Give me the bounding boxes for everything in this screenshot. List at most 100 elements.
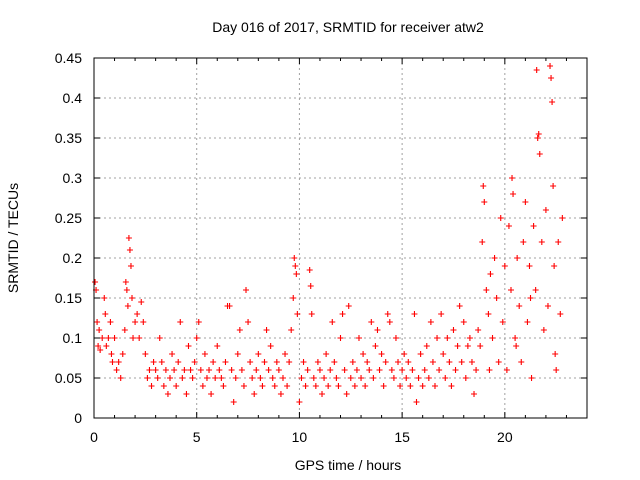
data-point <box>230 399 237 405</box>
data-point <box>201 351 208 357</box>
data-point <box>294 311 301 317</box>
data-point <box>323 351 330 357</box>
data-point <box>123 287 130 293</box>
data-point <box>532 287 539 293</box>
data-point <box>181 367 188 373</box>
data-point <box>429 359 436 365</box>
x-tick-label: 15 <box>394 429 410 445</box>
data-point <box>413 399 420 405</box>
data-point <box>479 239 486 245</box>
data-point <box>512 335 519 341</box>
data-point <box>187 367 194 373</box>
x-tick-label: 10 <box>292 429 308 445</box>
data-point <box>111 335 118 341</box>
y-tick-label: 0.3 <box>63 170 83 186</box>
data-point <box>103 343 110 349</box>
data-point <box>540 327 547 333</box>
data-point <box>325 383 332 389</box>
data-point <box>195 319 202 325</box>
data-point <box>298 375 305 381</box>
data-point <box>384 311 391 317</box>
data-point <box>177 319 184 325</box>
data-point <box>524 319 531 325</box>
data-point <box>183 391 190 397</box>
data-point <box>436 367 443 373</box>
data-point <box>493 295 500 301</box>
data-point <box>286 359 293 365</box>
data-point <box>273 359 280 365</box>
data-point <box>97 347 104 353</box>
data-point <box>302 383 309 389</box>
data-point <box>378 351 385 357</box>
data-point <box>257 375 264 381</box>
data-point <box>277 391 284 397</box>
data-point <box>376 367 383 373</box>
data-point <box>374 327 381 333</box>
data-point <box>483 287 490 293</box>
data-point <box>395 359 402 365</box>
data-point <box>446 359 453 365</box>
data-point <box>559 215 566 221</box>
data-point <box>146 367 153 373</box>
data-points <box>92 63 566 405</box>
data-point <box>501 263 508 269</box>
data-point <box>440 351 447 357</box>
data-point <box>510 191 517 197</box>
data-point <box>288 327 295 333</box>
x-axis-label: GPS time / hours <box>295 457 402 473</box>
data-point <box>454 343 461 349</box>
data-point <box>552 351 559 357</box>
data-point <box>238 367 245 373</box>
data-point <box>228 367 235 373</box>
data-point <box>419 383 426 389</box>
data-point <box>130 335 137 341</box>
data-point <box>368 319 375 325</box>
data-point <box>372 343 379 349</box>
data-point <box>125 235 132 241</box>
data-point <box>150 359 157 365</box>
data-point <box>475 327 482 333</box>
plot-frame <box>93 57 588 419</box>
data-point <box>94 319 101 325</box>
data-point <box>284 383 291 389</box>
data-point <box>129 295 136 301</box>
data-point <box>527 295 534 301</box>
data-point <box>101 295 108 301</box>
data-point <box>382 359 389 365</box>
data-point <box>160 383 167 389</box>
x-tick-label: 20 <box>497 429 513 445</box>
data-point <box>347 375 354 381</box>
data-point <box>462 375 469 381</box>
data-point <box>296 399 303 405</box>
data-point <box>210 359 217 365</box>
data-point <box>358 375 365 381</box>
data-point <box>304 367 311 373</box>
data-point <box>452 367 459 373</box>
data-point <box>319 391 326 397</box>
data-point <box>329 319 336 325</box>
data-point <box>364 359 371 365</box>
data-point <box>234 351 241 357</box>
axis-ticks <box>93 57 587 419</box>
data-point <box>557 311 564 317</box>
data-point <box>96 327 103 333</box>
data-point <box>156 335 163 341</box>
data-point <box>312 383 319 389</box>
data-point <box>164 391 171 397</box>
data-point <box>460 319 467 325</box>
x-tick-labels: 0 5 10 15 20 <box>90 429 513 445</box>
data-point <box>505 223 512 229</box>
data-point <box>403 375 410 381</box>
data-point <box>477 343 484 349</box>
data-point <box>491 255 498 261</box>
y-tick-label: 0.25 <box>55 210 82 226</box>
data-point <box>487 271 494 277</box>
data-point <box>126 247 133 253</box>
data-point <box>134 311 141 317</box>
data-point <box>115 359 122 365</box>
data-point <box>119 351 126 357</box>
y-axis-label: SRMTID / TECUs <box>5 183 21 293</box>
data-point <box>333 375 340 381</box>
data-point <box>528 375 535 381</box>
data-point <box>349 359 356 365</box>
